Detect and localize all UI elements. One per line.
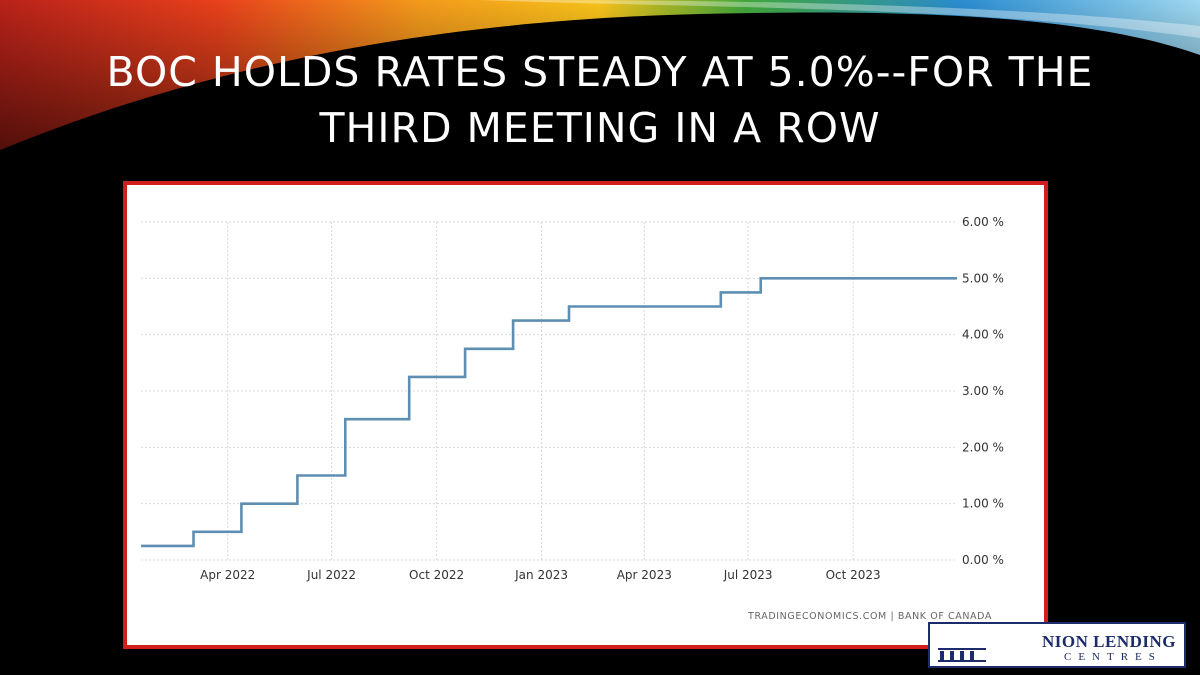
y-tick-label: 2.00 %	[962, 440, 1004, 454]
x-tick-label: Jan 2023	[514, 568, 568, 582]
y-tick-label: 1.00 %	[962, 497, 1004, 511]
x-tick-label: Jul 2023	[723, 568, 773, 582]
x-tick-label: Oct 2022	[409, 568, 464, 582]
decorative-swoosh	[0, 0, 1200, 150]
y-tick-label: 5.00 %	[962, 271, 1004, 285]
policy-rate-chart: 0.00 % 1.00 % 2.00 % 3.00 % 4.00 % 5.00 % 6.00…	[141, 215, 1004, 622]
y-tick-label: 4.00 %	[962, 328, 1004, 342]
y-tick-label: 6.00 %	[962, 215, 1004, 229]
series-line-policy-rate	[141, 277, 957, 548]
logo-name: NION LENDING	[1042, 632, 1176, 651]
y-tick-label: 3.00 %	[962, 384, 1004, 398]
x-tick-label: Apr 2022	[200, 568, 255, 582]
company-logo: NION LENDING CENTRES	[928, 622, 1186, 668]
logo-columns-icon	[938, 648, 986, 662]
x-tick-label: Jul 2022	[306, 568, 356, 582]
slide-title-line-1: BOC HOLDS RATES STEADY AT 5.0%--FOR THE	[106, 48, 1094, 96]
x-tick-label: Oct 2023	[826, 568, 881, 582]
logo-subtitle: CENTRES	[1064, 651, 1162, 663]
x-tick-label: Apr 2023	[617, 568, 672, 582]
y-tick-label: 0.00 %	[962, 553, 1004, 567]
chart-source: TRADINGECONOMICS.COM | BANK OF CANADA	[747, 611, 992, 622]
chart-frame: 0.00 % 1.00 % 2.00 % 3.00 % 4.00 % 5.00 % 6.00…	[123, 181, 1048, 649]
slide-title-line-2: THIRD MEETING IN A ROW	[319, 104, 881, 152]
slide-title: BOC HOLDS RATES STEADY AT 5.0%--FOR THE …	[0, 44, 1200, 156]
